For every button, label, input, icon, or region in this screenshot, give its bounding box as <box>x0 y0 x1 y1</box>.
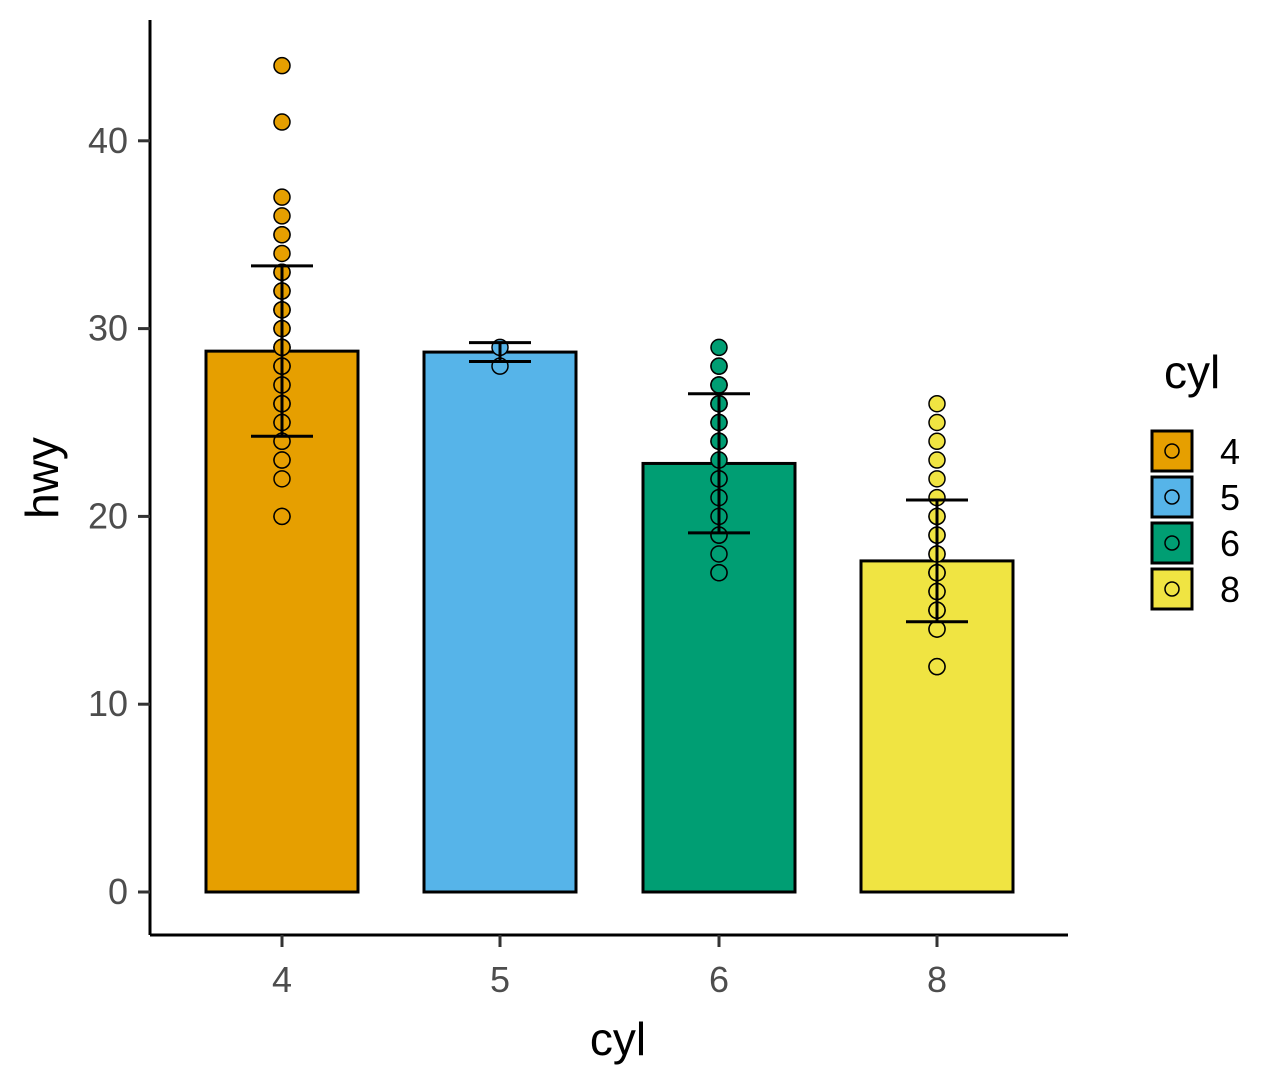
point-8-3 <box>928 451 946 469</box>
legend-label-8: 8 <box>1220 569 1240 610</box>
legend-title: cyl <box>1164 346 1220 398</box>
legend-key-point-8 <box>1164 581 1180 597</box>
bar-5 <box>422 350 578 894</box>
point-8-0 <box>928 394 946 413</box>
bars-layer <box>204 349 1015 894</box>
legend-key-8 <box>1150 567 1194 611</box>
point-6-22 <box>710 563 728 582</box>
axes-layer <box>148 20 1068 937</box>
point-8-2 <box>928 432 946 451</box>
point-6-20 <box>710 545 728 563</box>
x-tick-label-5: 5 <box>490 959 510 1000</box>
errorbars-layer <box>251 264 968 624</box>
point-6-2 <box>710 357 728 375</box>
x-tick-label-4: 4 <box>272 959 292 1000</box>
point-4-32 <box>273 451 291 469</box>
y-ticks: 0 10 20 30 40 <box>88 120 150 912</box>
point-8-1 <box>928 413 946 432</box>
legend-key-point-6 <box>1164 535 1180 551</box>
y-tick-label-30: 30 <box>88 308 128 349</box>
legend-key-point-5 <box>1164 489 1180 505</box>
points-layer <box>273 56 946 676</box>
x-axis-title: cyl <box>590 1013 646 1065</box>
point-4-3 <box>273 207 291 225</box>
point-4-2 <box>273 188 291 206</box>
legend-entries: 4 5 6 8 <box>1150 429 1240 611</box>
point-4-0 <box>273 56 291 75</box>
point-4-6 <box>273 244 291 263</box>
point-4-1 <box>273 113 291 131</box>
point-4-35 <box>273 507 291 526</box>
y-tick-label-40: 40 <box>88 120 128 161</box>
legend-label-5: 5 <box>1220 477 1240 518</box>
x-ticks: 4 5 6 8 <box>272 935 947 1000</box>
x-tick-label-6: 6 <box>709 959 729 1000</box>
legend-label-6: 6 <box>1220 523 1240 564</box>
y-axis-title: hwy <box>16 437 68 519</box>
y-tick-label-20: 20 <box>88 495 128 536</box>
legend-key-5 <box>1150 475 1194 519</box>
y-tick-label-10: 10 <box>88 683 128 724</box>
point-6-5 <box>710 376 728 394</box>
y-tick-label-0: 0 <box>108 871 128 912</box>
point-8-21 <box>928 620 946 638</box>
legend-key-point-4 <box>1164 443 1180 459</box>
legend: cyl 4 5 6 8 <box>1150 346 1240 611</box>
point-4-33 <box>273 470 291 488</box>
point-6-0 <box>710 338 728 357</box>
legend-label-4: 4 <box>1220 431 1240 472</box>
point-8-23 <box>928 657 946 676</box>
x-tick-label-8: 8 <box>927 959 947 1000</box>
point-8-4 <box>928 470 946 488</box>
point-4-5 <box>273 225 291 244</box>
